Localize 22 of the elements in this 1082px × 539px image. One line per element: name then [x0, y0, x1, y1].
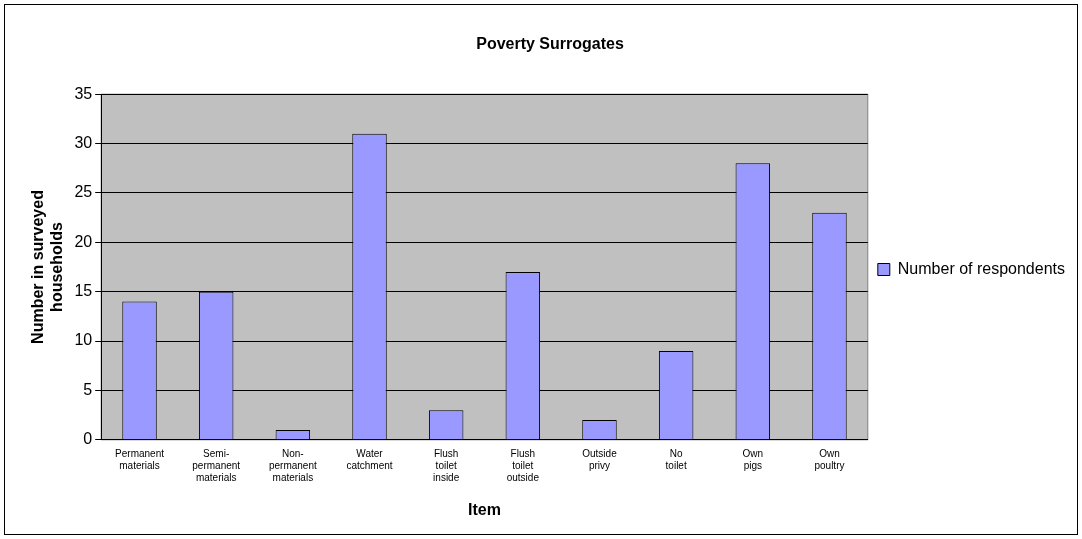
x-tick-label: Flush toilet outside [506, 447, 540, 483]
y-tick-label: 30 [74, 133, 93, 151]
y-tick-label: 35 [74, 84, 93, 102]
x-tick-label: Outside privy [582, 447, 618, 471]
y-tick-label: 0 [83, 430, 93, 448]
y-tick-label: 15 [74, 282, 93, 300]
x-tick-label: Semi-permanent materials [192, 447, 241, 483]
x-tick-label: Own poultry [814, 447, 845, 471]
legend-label: Number of respondents [897, 259, 1065, 277]
x-tick-label: Permanent materials [115, 447, 165, 471]
y-tick-label: 20 [74, 232, 93, 250]
y-tick-label: 25 [74, 183, 93, 201]
x-tick-label: Water catchment [346, 447, 393, 471]
chart-title: Poverty Surrogates [476, 35, 624, 53]
x-tick-label: Flush toilet inside [433, 447, 460, 483]
y-tick-label: 10 [74, 331, 93, 349]
x-tick-label: Non-permanent materials [268, 447, 317, 483]
y-axis-title: Number in surveyed households [29, 190, 66, 344]
x-tick-label: Own pigs [742, 447, 764, 471]
x-tick-label: No toilet [665, 447, 687, 471]
x-axis-title: Item [468, 500, 501, 518]
y-tick-label: 5 [83, 380, 93, 398]
